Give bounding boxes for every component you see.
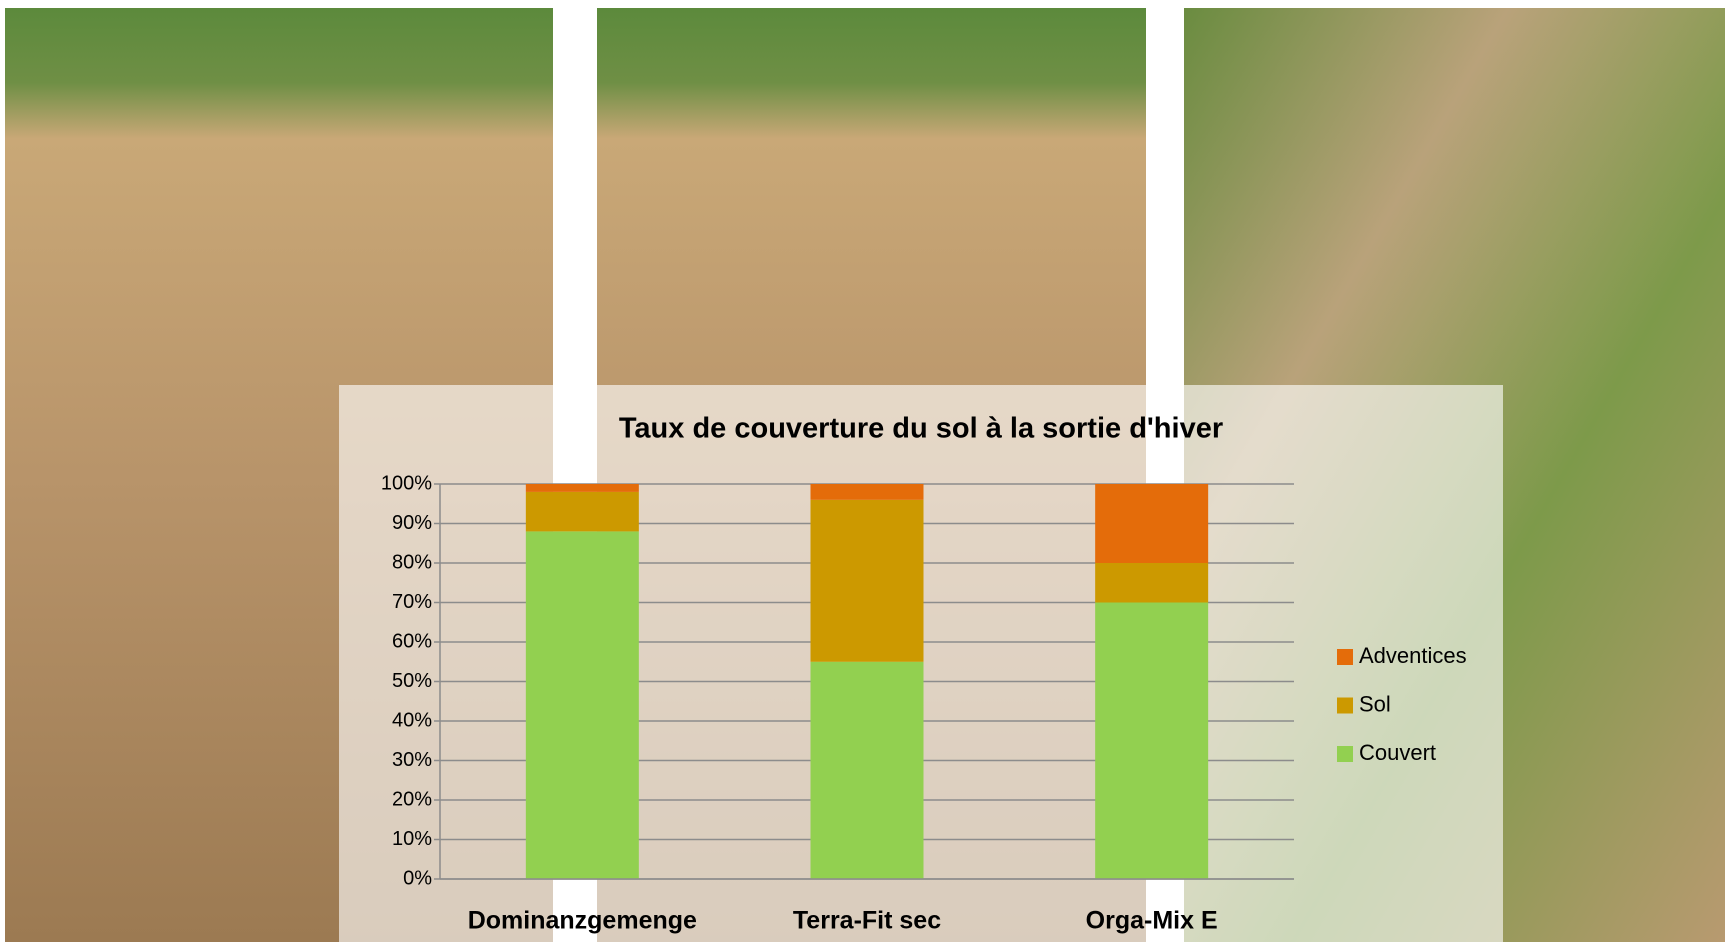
legend-swatch (1337, 698, 1353, 714)
chart-title: Taux de couverture du sol à la sortie d'… (619, 413, 1223, 445)
bar-segment (811, 662, 924, 879)
x-tick-label: Terra-Fit sec (793, 907, 941, 935)
y-tick-label: 30% (392, 749, 432, 771)
bar-segment (1095, 603, 1208, 880)
y-tick-label: 50% (392, 670, 432, 692)
bar-segment (526, 484, 639, 492)
legend-label: Adventices (1359, 643, 1467, 668)
y-tick-label: 70% (392, 591, 432, 613)
y-tick-label: 60% (392, 630, 432, 652)
y-tick-label: 20% (392, 788, 432, 810)
screenshot: Taux de couverture du sol à la sortie d'… (0, 0, 1725, 942)
y-tick-label: 10% (392, 828, 432, 850)
y-tick-label: 100% (381, 472, 432, 494)
y-tick-label: 0% (403, 867, 432, 889)
bar-segment (1095, 484, 1208, 563)
bar-segment (1095, 563, 1208, 603)
legend-swatch (1337, 746, 1353, 762)
bar-segment (526, 492, 639, 532)
y-tick-label: 80% (392, 551, 432, 573)
legend-label: Sol (1359, 691, 1391, 716)
bar-segment (811, 500, 924, 662)
x-tick-label: Orga-Mix E (1086, 907, 1218, 935)
bar-segment (811, 484, 924, 500)
legend-label: Couvert (1359, 740, 1436, 765)
legend-swatch (1337, 649, 1353, 665)
bar-segment (526, 531, 639, 879)
y-tick-label: 90% (392, 512, 432, 534)
x-tick-label: Dominanzgemenge (468, 907, 697, 935)
y-tick-label: 40% (392, 709, 432, 731)
